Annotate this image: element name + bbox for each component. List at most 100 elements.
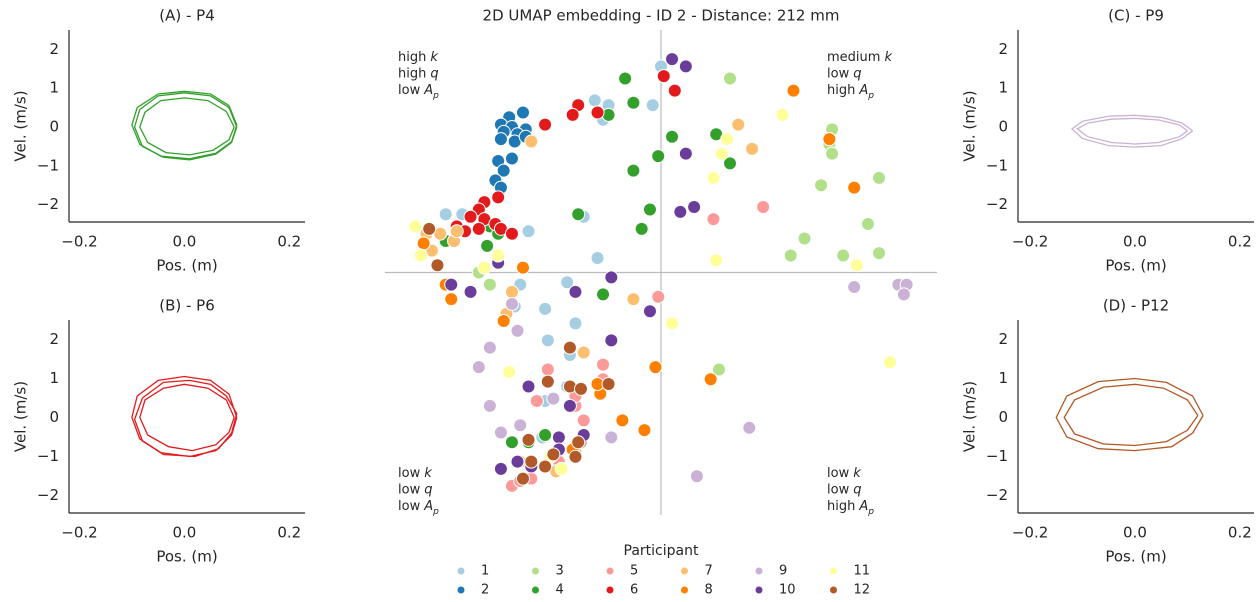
scatter-point [516,471,530,486]
scatter-point [642,202,657,217]
panel-title: (C) - P9 [1108,7,1164,25]
x-tick-label: 0.2 [277,524,301,542]
scatter-point [449,224,464,239]
x-tick-label: 0.0 [172,524,196,542]
scatter-point [836,248,851,263]
scatter-point [565,107,580,122]
scatter-point [678,146,693,161]
annotation: low Ap [398,83,439,101]
annotation-word: high [827,499,855,514]
scatter-point [516,105,530,120]
scatter-point [493,132,508,147]
annotation-word: low [827,466,850,481]
scatter-point [546,391,561,406]
annotation: low k [398,466,432,481]
annotation-word: low [827,482,850,497]
legend-swatch [681,567,688,575]
scatter-point [562,340,577,355]
scatter-point [872,170,887,185]
scatter-point [516,260,530,275]
x-tick-label: 0.0 [1123,233,1147,251]
scatter-point [667,83,682,98]
scatter-point [482,340,497,355]
scatter-point [422,221,437,236]
scatter-point [496,314,511,328]
annotation-word: low [398,499,421,514]
annotation: low q [827,66,861,81]
annotation: high q [398,66,439,81]
scatter-point [491,248,506,263]
scatter-point [538,301,553,316]
legend-swatch [681,586,688,594]
scatter-point [731,117,746,132]
scatter-point [540,362,555,377]
y-tick-label: −2 [37,486,59,504]
annotation: medium k [827,50,892,65]
scatter-point [849,258,864,273]
x-tick-label: −0.2 [61,233,97,251]
scatter-point [546,447,561,462]
scatter-point [463,209,478,224]
scatter-point [576,413,591,428]
phase-loop [131,90,238,160]
scatter-point [822,132,837,147]
scatter-point [861,217,875,231]
scatter-point [413,248,428,263]
legend-swatch [830,586,837,594]
scatter-point [524,134,539,149]
annotation: high Ap [827,499,874,517]
scatter-point [521,379,536,394]
legend-label: 12 [854,583,871,598]
scatter-point [471,360,486,375]
legend-swatch [606,586,614,594]
annotation-word: low [398,482,421,497]
y-tick-label: −1 [37,447,59,465]
annotation-word: low [398,466,421,481]
annotation-word: medium [827,50,880,65]
scatter-point [872,246,887,261]
scatter-point [673,204,688,219]
scatter-point [562,398,577,413]
scatter-point [463,284,478,299]
scatter-point [576,345,591,360]
y-tick-label: −1 [37,156,59,174]
scatter-point [573,381,588,396]
scatter-point [896,287,911,302]
scatter-point [551,430,566,445]
scatter-point [540,333,555,348]
scatter-point [706,170,721,185]
y-tick-label: −1 [986,447,1008,465]
phase-loop [131,375,238,458]
scatter-point [687,200,702,215]
annotation-symbol: k [430,50,438,65]
scatter-point [642,304,657,319]
scatter-point [477,260,492,275]
scatter-point [408,219,423,234]
scatter-point [444,292,459,307]
scatter-point [745,141,760,156]
y-axis-label: Vel. (m/s) [961,381,979,452]
phase-loop [1063,383,1199,447]
scatter-point [723,71,737,86]
y-tick-label: −1 [986,156,1008,174]
annotation: low k [827,466,861,481]
x-tick-label: 0.0 [1123,524,1147,542]
scatter-point [723,156,737,171]
scatter-point [756,200,771,215]
y-tick-label: 1 [998,369,1008,387]
legend-label: 7 [705,564,713,579]
scatter-point [540,374,555,389]
scatter-point [524,454,539,469]
scatter-point [786,83,801,98]
annotation: high Ap [827,83,874,101]
scatter-point [504,226,519,241]
scatter-point [504,435,519,450]
y-tick-label: 2 [998,40,1008,58]
annotation-word: high [827,83,855,98]
phase-loop [133,379,238,458]
annotation: low q [827,482,861,497]
legend-label: 6 [630,583,638,598]
scatter-point [634,221,649,236]
scatter-point [706,212,721,227]
